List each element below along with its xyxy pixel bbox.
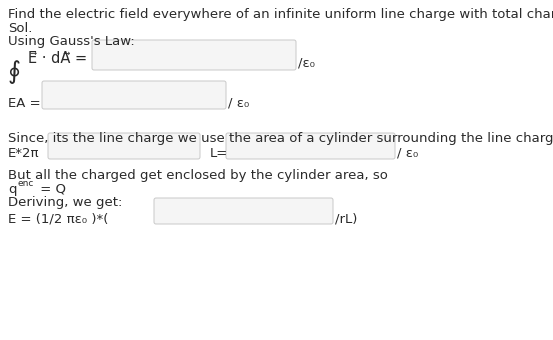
Text: /ε₀: /ε₀ — [298, 57, 315, 70]
FancyBboxPatch shape — [48, 133, 200, 159]
Text: But all the charged get enclosed by the cylinder area, so: But all the charged get enclosed by the … — [8, 169, 388, 182]
Text: Deriving, we get:: Deriving, we get: — [8, 196, 122, 209]
Text: L=: L= — [210, 147, 228, 160]
Text: Sol.: Sol. — [8, 22, 33, 35]
FancyBboxPatch shape — [42, 81, 226, 109]
Text: enc: enc — [17, 179, 33, 188]
Text: = Q: = Q — [36, 183, 66, 196]
FancyBboxPatch shape — [226, 133, 395, 159]
Text: Since, its the line charge we use the area of a cylinder surrounding the line ch: Since, its the line charge we use the ar… — [8, 132, 553, 145]
Text: q: q — [8, 183, 17, 196]
Text: Using Gauss's Law:: Using Gauss's Law: — [8, 35, 135, 48]
FancyBboxPatch shape — [92, 40, 296, 70]
Text: ∮: ∮ — [8, 60, 21, 84]
Text: /rL): /rL) — [335, 212, 357, 225]
Text: Find the electric field everywhere of an infinite uniform line charge with total: Find the electric field everywhere of an… — [8, 8, 553, 21]
Text: E = (1/2 πε₀ )*(: E = (1/2 πε₀ )*( — [8, 212, 108, 225]
Text: EA =: EA = — [8, 97, 40, 110]
Text: E⃗ · dA⃗ =: E⃗ · dA⃗ = — [28, 51, 87, 66]
Text: E*2π: E*2π — [8, 147, 39, 160]
Text: / ε₀: / ε₀ — [228, 97, 249, 110]
FancyBboxPatch shape — [154, 198, 333, 224]
Text: / ε₀: / ε₀ — [397, 147, 418, 160]
